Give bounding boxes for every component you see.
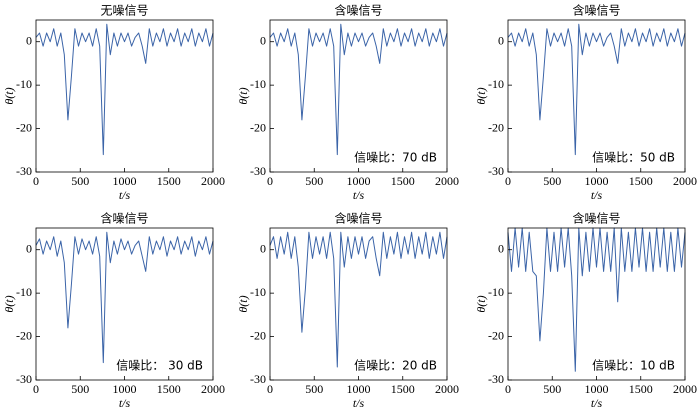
x-tick-label: 1500 [157,382,181,396]
snr-annotation: 信噪比：50 dB [592,151,675,165]
y-tick-label: 0 [26,33,32,47]
x-tick-label: 1500 [157,174,181,188]
x-tick-label: 0 [267,174,273,188]
x-tick-label: 0 [267,382,273,396]
x-axis-label: t/s [591,188,603,202]
y-tick-label: 0 [26,241,32,255]
signal-line [507,227,686,372]
y-tick-label: -20 [488,120,504,134]
x-axis-label: t/s [353,396,365,410]
y-axis-label: θ(t) [236,295,250,312]
x-tick-label: 2000 [201,174,225,188]
y-tick-label: -30 [488,164,504,178]
x-tick-label: 1000 [347,382,371,396]
y-axis-label: θ(t) [474,295,488,312]
y-tick-label: -20 [488,328,504,342]
y-tick-label: -30 [250,164,266,178]
x-axis-label: t/s [119,188,131,202]
x-tick-label: 2000 [673,174,697,188]
y-tick-label: -10 [16,285,32,299]
signal-line [269,231,448,368]
y-tick-label: -30 [250,372,266,386]
x-tick-label: 1000 [585,174,609,188]
y-axis-label: θ(t) [236,87,250,104]
x-tick-label: 2000 [435,382,459,396]
x-tick-label: 500 [543,174,561,188]
x-tick-label: 500 [305,174,323,188]
x-tick-label: 500 [305,382,323,396]
x-tick-label: 1500 [391,174,415,188]
y-tick-label: -30 [16,372,32,386]
y-tick-label: -10 [488,77,504,91]
x-tick-label: 1000 [347,174,371,188]
x-axis-label: t/s [119,396,131,410]
x-tick-label: 0 [33,174,39,188]
signal-line [35,231,214,364]
x-tick-label: 0 [505,382,511,396]
x-tick-label: 500 [71,174,89,188]
y-tick-label: -10 [250,77,266,91]
y-tick-label: -10 [250,285,266,299]
y-tick-label: -20 [16,120,32,134]
y-tick-label: 0 [260,241,266,255]
x-tick-label: 0 [33,382,39,396]
y-tick-label: -10 [16,77,32,91]
x-tick-label: 1000 [113,382,137,396]
x-tick-label: 2000 [201,382,225,396]
x-tick-label: 2000 [673,382,697,396]
x-axis-label: t/s [591,396,603,410]
y-tick-label: -30 [16,164,32,178]
x-tick-label: 1500 [629,382,653,396]
panel-title: 含噪信号 [572,211,620,226]
panel-title: 含噪信号 [100,211,148,226]
x-tick-label: 1000 [113,174,137,188]
y-tick-label: -20 [250,328,266,342]
panel-title: 含噪信号 [572,3,620,18]
x-axis-label: t/s [353,188,365,202]
signal-line [35,23,214,156]
x-tick-label: 1000 [585,382,609,396]
x-tick-label: 500 [543,382,561,396]
y-tick-label: -20 [16,328,32,342]
y-axis-label: θ(t) [2,87,16,104]
x-tick-label: 0 [505,174,511,188]
y-tick-label: -30 [488,372,504,386]
y-axis-label: θ(t) [474,87,488,104]
x-tick-label: 1500 [391,382,415,396]
y-tick-label: -20 [250,120,266,134]
panel-title: 含噪信号 [334,3,382,18]
snr-annotation: 信噪比： 30 dB [116,359,203,373]
y-tick-label: 0 [260,33,266,47]
panel-title: 含噪信号 [334,211,382,226]
snr-annotation: 信噪比：10 dB [592,359,675,373]
x-tick-label: 1500 [629,174,653,188]
y-axis-label: θ(t) [2,295,16,312]
panel-title: 无噪信号 [100,4,148,18]
x-tick-label: 2000 [435,174,459,188]
signal-line [269,23,448,156]
snr-annotation: 信噪比：70 dB [354,151,437,165]
y-tick-label: 0 [498,33,504,47]
y-tick-label: -10 [488,285,504,299]
y-tick-label: 0 [498,241,504,255]
x-tick-label: 500 [71,382,89,396]
snr-annotation: 信噪比：20 dB [354,359,437,373]
signal-line [507,23,686,156]
